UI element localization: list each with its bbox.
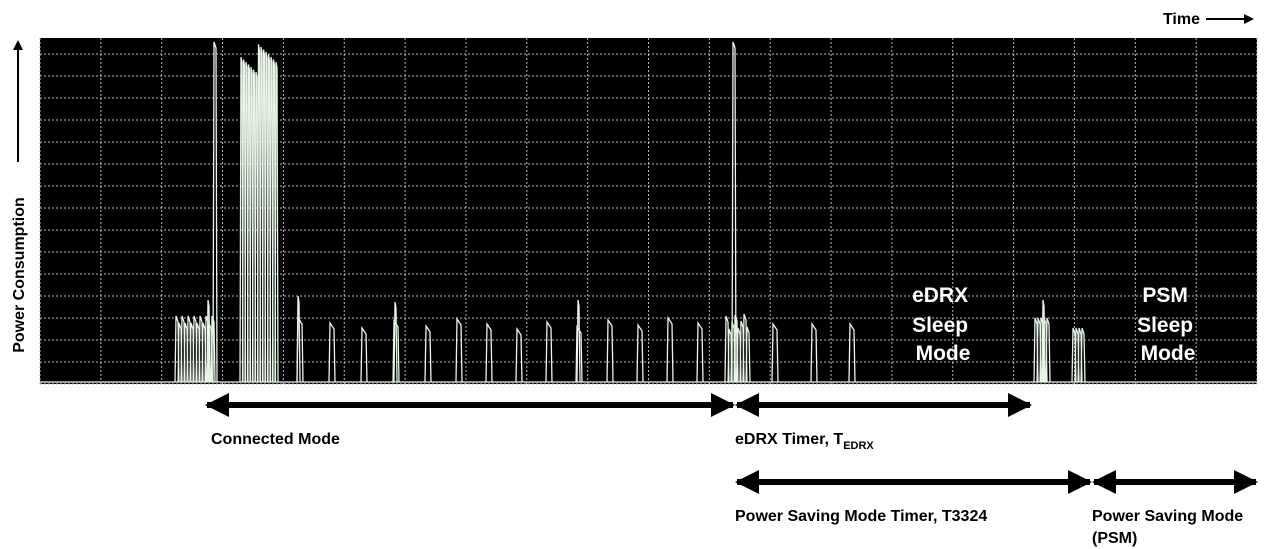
pulse (745, 326, 751, 383)
psm-timer-label: Power Saving Mode Timer, T3324 (735, 508, 987, 525)
pulse (731, 41, 737, 383)
pulse (606, 317, 614, 383)
pulse (696, 320, 704, 383)
pulse (666, 315, 674, 383)
power-trace (40, 41, 1257, 383)
pulse (212, 41, 218, 383)
pulse (1041, 299, 1046, 383)
grid (39, 38, 1258, 385)
pulse (274, 61, 279, 383)
pulse (1045, 317, 1051, 383)
pulse (810, 321, 818, 383)
pulse (545, 319, 553, 383)
pulse (393, 301, 398, 383)
pulse (515, 326, 523, 383)
psm-region-label: PSM Sleep Mode (1137, 284, 1199, 365)
edrx-region-label: eDRX Sleep Mode (912, 284, 974, 365)
psm-label: Power Saving Mode (PSM) (1092, 508, 1248, 547)
pulse (424, 323, 432, 383)
edrx-timer-label: eDRX Timer, TEDRX (735, 431, 874, 452)
pulse (206, 299, 211, 383)
pulse (455, 316, 463, 383)
pulse (296, 295, 301, 383)
x-axis-label: Time (1163, 11, 1200, 28)
pulse (485, 321, 493, 383)
pulse (360, 325, 368, 383)
pulse (1080, 327, 1086, 383)
pulse (848, 321, 856, 383)
y-axis-label: Power Consumption (11, 197, 28, 353)
pulse (771, 321, 779, 383)
connected-label: Connected Mode (211, 431, 340, 448)
pulse (576, 299, 581, 383)
pulse (328, 320, 336, 383)
pulse (636, 322, 644, 383)
